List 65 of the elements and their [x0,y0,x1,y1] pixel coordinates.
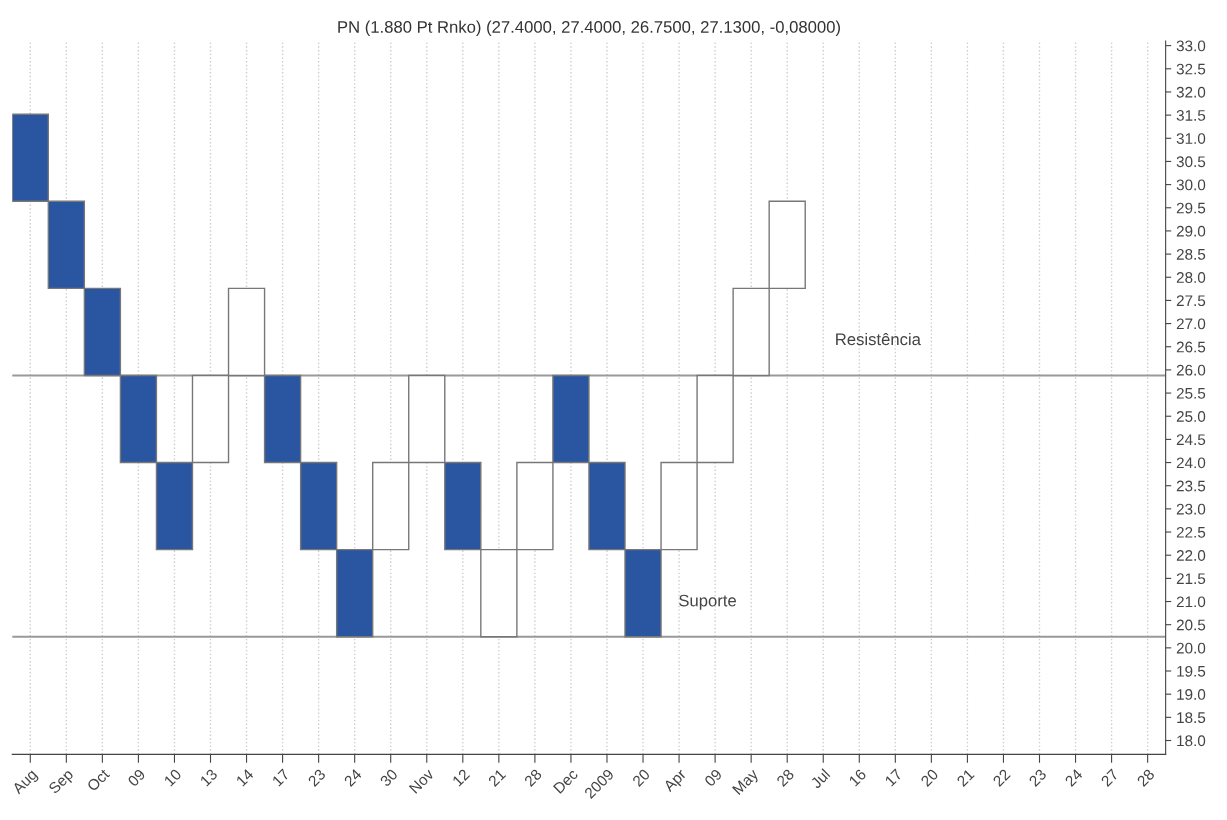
x-tick-label: 17 [884,768,903,787]
x-tick-label: 20 [631,768,651,787]
y-tick-label: 19.5 [1177,665,1206,677]
y-tick-label: 31.5 [1176,109,1206,121]
ref-line-label: Suporte [679,594,736,610]
x-tick-label: 23 [307,768,327,787]
x-tick-label: 28 [776,768,795,787]
x-tick-label: Oct [86,767,111,792]
y-tick-label: 30.0 [1176,179,1206,191]
y-tick-label: 28.5 [1176,248,1206,260]
x-tick-label: 22 [992,768,1011,787]
x-tick-label: Jul [809,768,831,790]
y-tick-label: 24.5 [1176,434,1206,446]
y-tick-label: 22.5 [1176,526,1206,538]
x-tick-label: 12 [451,768,471,787]
x-tick-label: 21 [956,768,975,787]
x-tick-label: 09 [127,768,146,788]
y-tick-label: 25.5 [1176,387,1206,399]
x-tick-label: Apr [662,768,689,795]
y-tick-label: 20.5 [1176,619,1206,631]
y-tick-label: 19.0 [1177,689,1206,700]
y-tick-label: 27.0 [1176,318,1206,330]
y-tick-label: 22.0 [1176,550,1206,561]
x-tick-label: 27 [1100,768,1119,787]
x-tick-label: 17 [271,768,290,787]
x-tick-label: Nov [408,768,435,794]
y-tick-label: 26.5 [1176,341,1206,353]
y-tick-label: 27.5 [1176,295,1206,307]
y-tick-label: 29.0 [1176,225,1206,237]
y-tick-label: 20.0 [1176,642,1206,654]
x-tick-label: 16 [848,768,867,787]
y-tick-label: 32.0 [1176,86,1206,98]
x-tick-label: Dec [553,768,579,794]
y-tick-label: 21.5 [1176,573,1206,585]
x-tick-label: 14 [235,768,255,787]
x-tick-label: May [732,768,762,798]
x-tick-label: Sep [47,768,76,797]
y-tick-label: 29.5 [1176,202,1206,214]
x-tick-label: 10 [163,768,182,787]
x-tick-label: 13 [199,768,218,787]
y-tick-label: 28.0 [1176,272,1206,283]
chart-title: PN (1.880 Pt Rnko) (27.4000, 27.4000, 26.7500, 27.1300, -0,08000) [338,20,840,37]
y-tick-label: 18.5 [1177,712,1206,724]
x-tick-label: 09 [703,768,723,788]
y-tick-label: 21.0 [1176,596,1206,608]
y-tick-label: 23.5 [1176,480,1206,492]
y-tick-label: 26.0 [1176,364,1206,376]
y-tick-label: 31.0 [1176,133,1206,144]
y-tick-label: 33.0 [1176,40,1206,52]
x-tick-label: 21 [487,768,507,787]
y-tick-label: 30.5 [1176,156,1206,168]
y-tick-label: 23.0 [1176,503,1206,515]
x-tick-label: Aug [11,768,40,797]
x-tick-label: 24 [1064,768,1084,787]
ref-line-label: Resistência [836,332,921,346]
y-tick-label: 18.0 [1177,735,1206,747]
y-tick-label: 24.0 [1176,457,1206,469]
x-tick-label: 30 [379,768,399,788]
y-tick-label: 32.5 [1176,63,1206,75]
y-tick-label: 25.0 [1176,411,1206,422]
x-tick-label: 28 [1136,768,1156,787]
x-tick-label: 24 [343,768,363,787]
x-tick-label: 28 [523,768,543,787]
x-tick-label: 20 [920,768,939,787]
x-tick-label: 23 [1028,768,1047,787]
